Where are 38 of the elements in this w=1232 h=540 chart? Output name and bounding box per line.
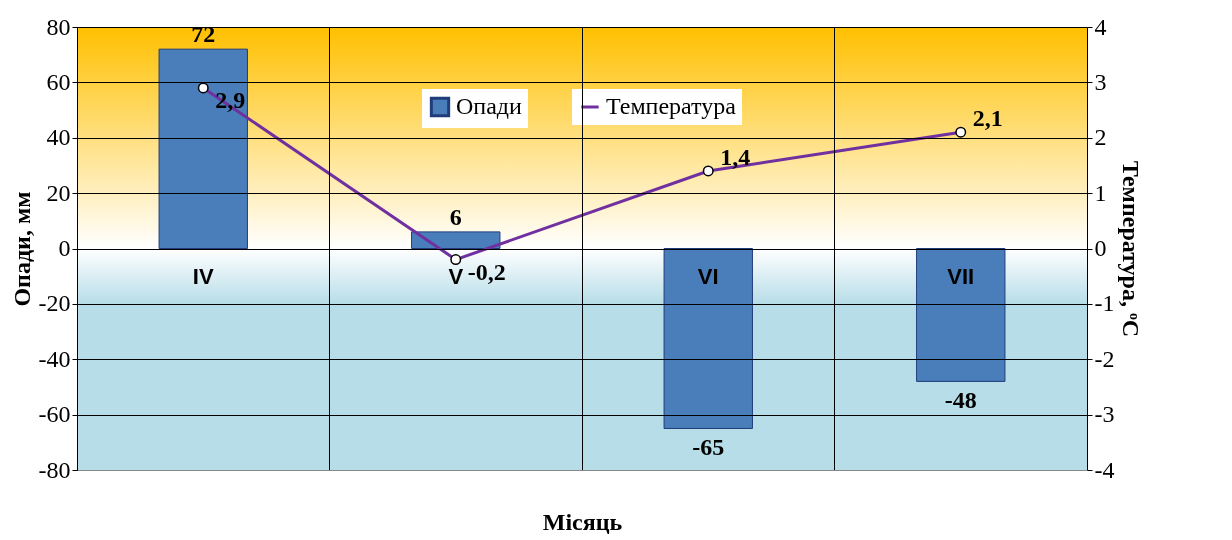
y-tick-label: 60 xyxy=(46,68,71,95)
legend-label: Опади xyxy=(456,93,523,119)
data-label: 2,1 xyxy=(972,105,1003,132)
y-tick-label: -60 xyxy=(38,401,71,428)
y-tick-label: 20 xyxy=(46,179,71,206)
bar xyxy=(158,48,248,249)
y-tick-label: -80 xyxy=(38,456,71,483)
y-axis-title: Опади, мм xyxy=(8,191,35,307)
y2-tick-label: -4 xyxy=(1094,456,1115,483)
y-tick-label: 80 xyxy=(46,13,71,40)
data-label: 2,9 xyxy=(215,86,246,113)
data-label: -65 xyxy=(692,434,725,461)
y2-tick-label: -3 xyxy=(1094,401,1115,428)
y2-tick-label: 3 xyxy=(1094,68,1107,95)
y-tick-label: 40 xyxy=(46,124,71,151)
legend-label: Температура xyxy=(606,93,737,119)
y2-tick-label: 4 xyxy=(1094,13,1107,40)
data-label: -0,2 xyxy=(467,258,506,285)
bar xyxy=(411,231,501,249)
bar xyxy=(916,248,1006,382)
data-label: 6 xyxy=(449,203,462,230)
y-tick-label: 0 xyxy=(58,235,71,261)
x-tick-label: VI xyxy=(697,263,719,289)
y2-tick-label: -2 xyxy=(1094,345,1115,372)
y2-tick-label: 0 xyxy=(1094,235,1107,261)
y2-tick-label: -1 xyxy=(1094,290,1115,317)
y2-tick-label: 2 xyxy=(1094,124,1107,151)
bar xyxy=(663,248,753,429)
x-tick-label: VII xyxy=(947,263,975,289)
y2-tick-label: 1 xyxy=(1094,179,1107,206)
data-label: -48 xyxy=(944,387,977,414)
y2-axis-title: Температура, ᵒC xyxy=(1118,160,1145,338)
y-tick-label: -20 xyxy=(38,290,71,317)
y-tick-label: -40 xyxy=(38,345,71,372)
x-tick-label: IV xyxy=(192,263,214,289)
x-axis-title: Місяць xyxy=(542,508,623,535)
data-label: 1,4 xyxy=(720,143,751,170)
x-tick-label: V xyxy=(448,263,464,289)
